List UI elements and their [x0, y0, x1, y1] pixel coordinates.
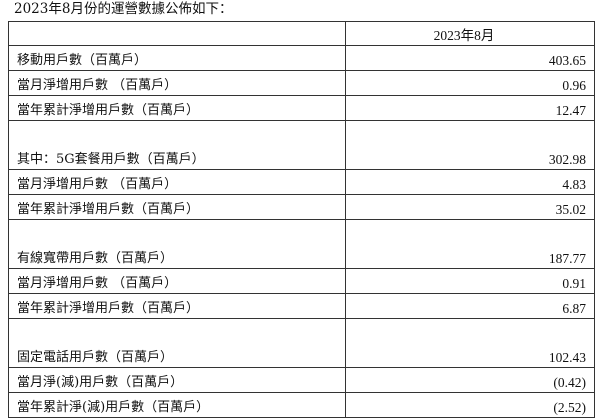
- table-row: 當月淨增用戶數 （百萬戶） 0.96: [8, 70, 595, 96]
- header-label-cell: [8, 21, 346, 46]
- row-label: 當年累計淨增用戶數（百萬戶）: [8, 95, 346, 121]
- table-row: 當月淨增用戶數 （百萬戶） 4.83: [8, 169, 595, 195]
- table-row: 有線寬帶用戶數（百萬戶） 187.77: [8, 219, 595, 269]
- row-value: (0.42): [345, 367, 595, 393]
- document-heading: 2023年8月份的運營數據公佈如下：: [14, 1, 233, 17]
- table-row: 當年累計淨增用戶數（百萬戶） 12.47: [8, 95, 595, 121]
- row-value: 4.83: [345, 169, 595, 195]
- table-row: 當年累計淨增用戶數（百萬戶） 6.87: [8, 293, 595, 319]
- row-label: 固定電話用戶數（百萬戶）: [8, 318, 346, 368]
- table-row: 當月淨(減)用戶數（百萬戶） (0.42): [8, 367, 595, 393]
- table-row: 當年累計淨增用戶數（百萬戶） 35.02: [8, 194, 595, 220]
- row-label: 當月淨增用戶數 （百萬戶）: [8, 169, 346, 195]
- row-value: 12.47: [345, 95, 595, 121]
- table-header-row: 2023年8月: [8, 21, 595, 46]
- row-label: 其中：5G套餐用戶數（百萬戶）: [8, 120, 346, 170]
- row-value: 35.02: [345, 194, 595, 220]
- table-row: 固定電話用戶數（百萬戶） 102.43: [8, 318, 595, 368]
- row-value: 0.96: [345, 70, 595, 96]
- row-value: 403.65: [345, 45, 595, 71]
- header-period-cell: 2023年8月: [345, 21, 595, 46]
- row-value: 302.98: [345, 120, 595, 170]
- row-label: 當年累計淨增用戶數（百萬戶）: [8, 293, 346, 319]
- row-label: 當年累計淨增用戶數（百萬戶）: [8, 194, 346, 220]
- row-value: 187.77: [345, 219, 595, 269]
- table-row: 其中：5G套餐用戶數（百萬戶） 302.98: [8, 120, 595, 170]
- row-value: 0.91: [345, 268, 595, 294]
- table-row: 移動用戶數（百萬戶） 403.65: [8, 45, 595, 71]
- operating-data-table: 2023年8月 移動用戶數（百萬戶） 403.65 當月淨增用戶數 （百萬戶） 0.9…: [8, 21, 595, 418]
- row-label: 有線寬帶用戶數（百萬戶）: [8, 219, 346, 269]
- row-label: 當月淨增用戶數 （百萬戶）: [8, 70, 346, 96]
- row-label: 當月淨增用戶數 （百萬戶）: [8, 268, 346, 294]
- table-row: 當月淨增用戶數 （百萬戶） 0.91: [8, 268, 595, 294]
- row-label: 移動用戶數（百萬戶）: [8, 45, 346, 71]
- row-value: 102.43: [345, 318, 595, 368]
- row-label: 當月淨(減)用戶數（百萬戶）: [8, 367, 346, 393]
- row-value: 6.87: [345, 293, 595, 319]
